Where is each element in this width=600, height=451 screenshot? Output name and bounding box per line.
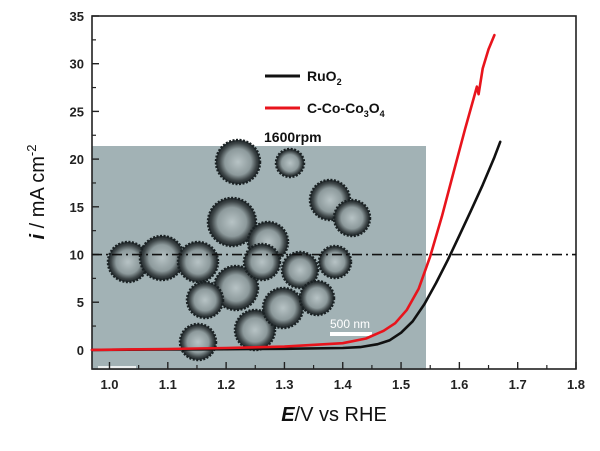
y-tick-label: 35	[70, 9, 84, 24]
x-tick-label: 1.0	[100, 377, 118, 392]
series-lines	[90, 33, 502, 352]
legend-label-ruo2: RuO2	[307, 68, 342, 87]
legend: RuO2 C-Co-Co3O4	[265, 68, 385, 119]
tem-particle	[206, 196, 258, 248]
y-tick-label: 25	[70, 104, 84, 119]
series-line-ruo2	[90, 140, 502, 352]
tem-particle	[176, 240, 220, 284]
tem-particle	[332, 198, 372, 238]
y-tick-label: 5	[77, 295, 84, 310]
legend-label-c-co-co3o4: C-Co-Co3O4	[307, 100, 385, 119]
tem-particle	[242, 242, 282, 282]
tem-particle	[261, 286, 305, 330]
tem-particle	[214, 138, 262, 186]
tem-particle	[233, 308, 277, 352]
x-tick-label: 1.5	[392, 377, 410, 392]
x-tick-label: 1.6	[450, 377, 468, 392]
tem-particle	[212, 264, 260, 312]
plot-frame	[91, 15, 577, 370]
tem-particle	[178, 322, 218, 362]
tem-scale-bar-label: 500 nm	[330, 317, 370, 331]
x-tick-label: 1.3	[275, 377, 293, 392]
x-tick-label: 1.1	[159, 377, 177, 392]
tem-particles	[106, 138, 372, 362]
y-tick-label: 10	[70, 248, 84, 263]
y-tick-label: 0	[77, 343, 84, 358]
tem-particle	[138, 234, 186, 282]
series-line-c-co-co3o4	[90, 33, 496, 352]
x-tick-label: 1.7	[509, 377, 527, 392]
x-tick-label: 1.8	[567, 377, 585, 392]
tem-scale-bar	[330, 332, 372, 336]
tem-particle	[317, 244, 353, 280]
tem-inset-corner-marker	[98, 366, 136, 369]
tem-particle	[274, 147, 306, 179]
annotation-1600rpm: 1600rpm	[264, 129, 322, 145]
y-tick-label: 15	[70, 200, 84, 215]
tem-inset: 500 nm	[92, 138, 426, 370]
x-tick-label: 1.2	[217, 377, 235, 392]
y-tick-label: 30	[70, 57, 84, 72]
x-tick-label: 1.4	[334, 377, 353, 392]
y-axis-title: i / mA cm-2	[24, 145, 49, 240]
y-tick-label: 20	[70, 152, 84, 167]
tem-particle	[185, 280, 225, 320]
x-axis-title: E/V vs RHE	[281, 404, 387, 426]
tem-particle	[280, 250, 320, 290]
tem-particle	[298, 279, 336, 317]
x-ticks: 1.0 1.1 1.2 1.3 1.4 1.5 1.6 1.7 1.8	[100, 362, 585, 392]
